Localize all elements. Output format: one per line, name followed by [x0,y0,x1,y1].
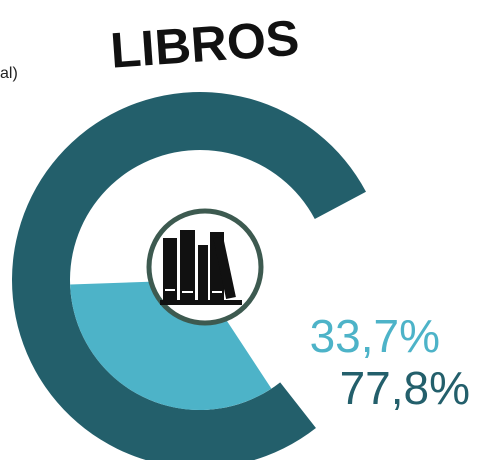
marks [12,92,366,460]
donut-segment [70,281,272,411]
annotation: al) [0,65,18,82]
donut-segment [12,92,366,460]
value-label: 33,7% [310,310,440,362]
book-icon [146,208,264,326]
value-label: 77,8% [340,362,470,414]
chart-title: LIBROS [109,10,301,79]
